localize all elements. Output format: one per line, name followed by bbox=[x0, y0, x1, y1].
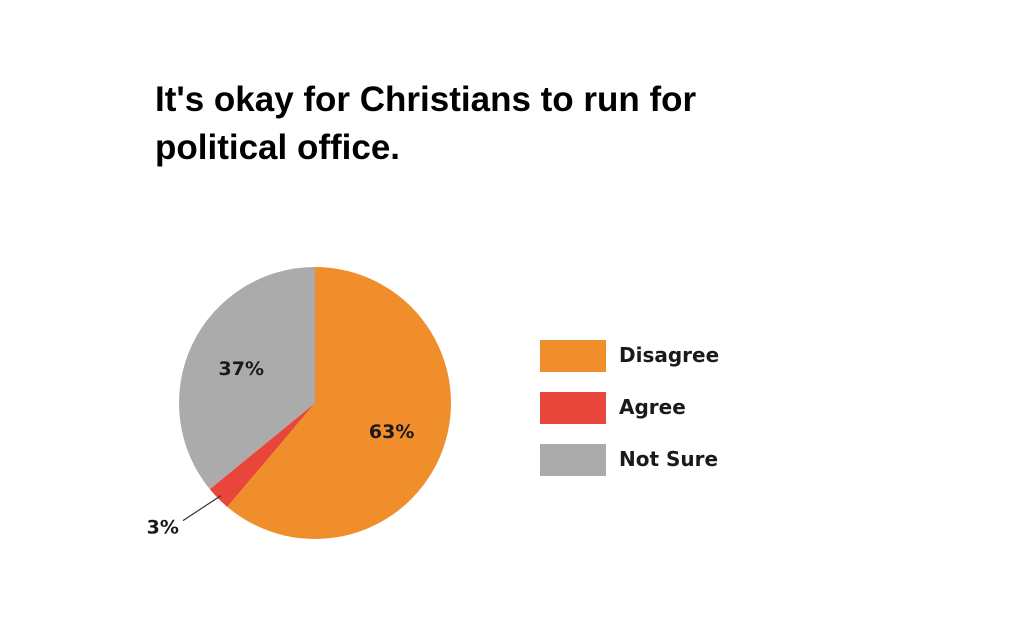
data-label-not-sure: 37% bbox=[219, 358, 264, 380]
pie-slice-disagree bbox=[227, 267, 451, 539]
data-label-disagree: 63% bbox=[369, 421, 414, 443]
legend-swatch-agree bbox=[540, 392, 606, 424]
legend-label-agree: Agree bbox=[619, 395, 686, 419]
legend-swatch-disagree bbox=[540, 340, 606, 372]
leader-line-agree bbox=[182, 495, 222, 522]
legend-label-disagree: Disagree bbox=[619, 343, 720, 367]
chart-title: It's okay for Christians to run for poli… bbox=[155, 80, 697, 167]
data-label-agree: 3% bbox=[147, 517, 179, 539]
pie-labels: 63% 3% 37% bbox=[147, 358, 415, 539]
legend-label-not-sure: Not Sure bbox=[619, 447, 719, 471]
pie-slices bbox=[178, 267, 451, 539]
pie-slice-not-sure bbox=[178, 267, 315, 490]
legend-swatch-not-sure bbox=[540, 444, 606, 476]
pie-slice-agree bbox=[209, 403, 315, 507]
